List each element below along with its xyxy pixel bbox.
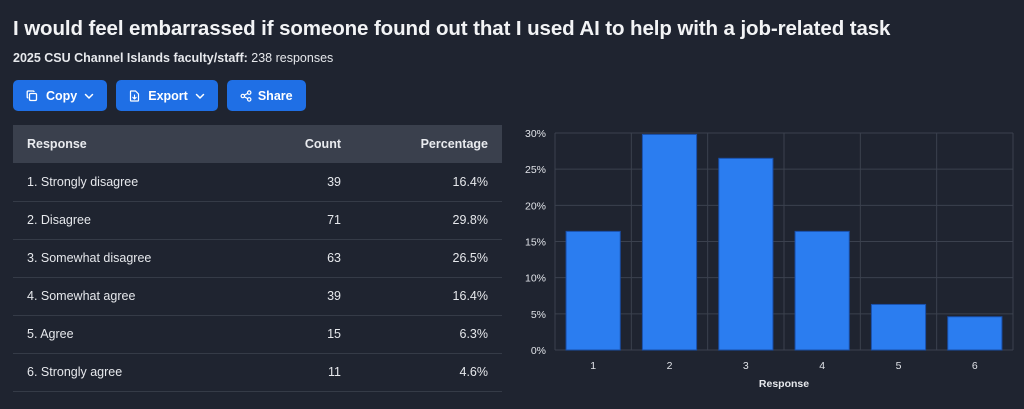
cell-response: 1. Strongly disagree [13, 163, 237, 202]
y-tick-label: 0% [531, 345, 546, 357]
share-button[interactable]: Share [226, 80, 306, 111]
x-tick-label: 3 [743, 360, 749, 372]
cell-percentage: 4.6% [364, 353, 502, 392]
table-row: 4. Somewhat agree 39 16.4% [13, 277, 502, 316]
cell-percentage: 26.5% [364, 239, 502, 278]
column-header-count: Count [237, 125, 364, 163]
column-header-percentage: Percentage [364, 125, 502, 163]
table-row: 1. Strongly disagree 39 16.4% [13, 163, 502, 202]
subtitle: 2025 CSU Channel Islands faculty/staff: … [13, 51, 333, 65]
table-row: 2. Disagree 71 29.8% [13, 201, 502, 240]
y-tick-label: 20% [525, 200, 546, 212]
response-count: 238 responses [251, 51, 334, 65]
bar [718, 157, 774, 351]
bar [565, 230, 621, 351]
response-table: Response Count Percentage 1. Strongly di… [13, 125, 502, 392]
response-bar-chart: 0% 5% 10% 15% 20% 25% 30% 1 2 3 4 5 6 Response [525, 128, 1014, 390]
copy-button[interactable]: Copy [13, 80, 108, 111]
cell-count: 63 [237, 239, 364, 278]
share-label: Share [257, 88, 293, 103]
cell-count: 39 [237, 163, 364, 202]
chevron-down-icon [195, 93, 205, 99]
export-button[interactable]: Export [116, 80, 218, 111]
table-row: 6. Strongly agree 11 4.6% [13, 353, 502, 392]
cell-response: 5. Agree [13, 315, 237, 354]
y-tick-label: 25% [525, 164, 546, 176]
share-icon [240, 89, 252, 102]
copy-label: Copy [46, 88, 78, 103]
cell-count: 11 [237, 353, 364, 392]
y-tick-label: 30% [525, 128, 546, 140]
table-row: 5. Agree 15 6.3% [13, 315, 502, 354]
x-tick-label: 6 [972, 360, 978, 372]
toolbar: Copy Export Share [13, 80, 306, 111]
copy-icon [26, 89, 38, 101]
cell-response: 3. Somewhat disagree [13, 239, 237, 278]
chevron-down-icon [85, 93, 94, 99]
bar [947, 316, 1003, 351]
y-tick-label: 5% [531, 309, 546, 321]
bar [794, 230, 850, 351]
x-tick-label: 4 [819, 360, 825, 372]
column-header-response: Response [13, 125, 237, 163]
export-label: Export [148, 88, 188, 103]
y-tick-label: 15% [525, 237, 546, 249]
table-header-row: Response Count Percentage [13, 125, 502, 163]
bar [641, 133, 698, 351]
x-tick-label: 5 [896, 360, 902, 372]
cell-response: 4. Somewhat agree [13, 277, 237, 316]
y-tick-label: 10% [525, 273, 546, 285]
x-tick-label: 2 [667, 360, 673, 372]
cell-count: 15 [237, 315, 364, 354]
bar [870, 303, 927, 351]
survey-group: 2025 CSU Channel Islands faculty/staff: [13, 51, 248, 65]
cell-count: 39 [237, 277, 364, 316]
cell-response: 6. Strongly agree [13, 353, 237, 392]
cell-percentage: 16.4% [364, 277, 502, 316]
x-axis-label: Response [759, 378, 809, 390]
cell-percentage: 6.3% [364, 315, 502, 354]
cell-response: 2. Disagree [13, 201, 237, 240]
page-title: I would feel embarrassed if someone foun… [13, 17, 891, 40]
table-row: 3. Somewhat disagree 63 26.5% [13, 239, 502, 278]
cell-percentage: 29.8% [364, 201, 502, 240]
cell-count: 71 [237, 201, 364, 240]
x-tick-label: 1 [590, 360, 596, 372]
file-export-icon [130, 89, 140, 102]
cell-percentage: 16.4% [364, 163, 502, 202]
